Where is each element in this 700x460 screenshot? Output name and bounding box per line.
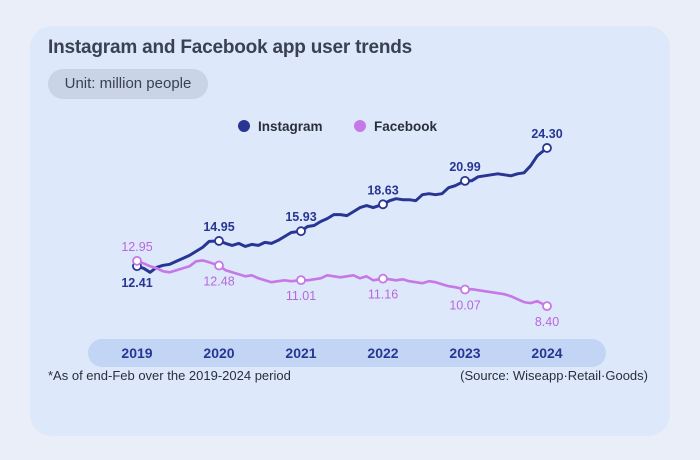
data-point-facebook bbox=[460, 284, 470, 295]
data-point-instagram bbox=[542, 143, 552, 153]
data-point-facebook bbox=[542, 301, 552, 312]
data-label-instagram: 20.99 bbox=[449, 160, 480, 174]
x-tick-label: 2020 bbox=[203, 345, 234, 361]
source-note: (Source: Wiseapp·Retail·Goods) bbox=[460, 368, 648, 383]
footnote: *As of end-Feb over the 2019-2024 period bbox=[48, 368, 291, 383]
data-label-instagram: 12.41 bbox=[121, 276, 152, 290]
data-label-instagram: 18.63 bbox=[367, 183, 398, 197]
data-label-instagram: 14.95 bbox=[203, 220, 234, 234]
chart-title: Instagram and Facebook app user trends bbox=[48, 37, 413, 58]
unit-label: Unit: million people bbox=[48, 69, 208, 99]
x-tick-label: 2019 bbox=[121, 345, 152, 361]
legend-marker-instagram bbox=[238, 120, 250, 132]
legend-label-instagram: Instagram bbox=[258, 118, 323, 134]
year-axis-band bbox=[88, 339, 606, 367]
legend-item-instagram: Instagram bbox=[238, 116, 323, 136]
data-label-instagram: 24.30 bbox=[531, 127, 562, 141]
data-point-instagram bbox=[214, 236, 224, 246]
series-line-facebook bbox=[135, 259, 549, 308]
data-point-instagram bbox=[460, 175, 470, 186]
x-tick-label: 2024 bbox=[531, 345, 562, 361]
legend-label-facebook: Facebook bbox=[374, 118, 438, 134]
data-label-facebook: 10.07 bbox=[449, 299, 480, 313]
data-point-instagram bbox=[296, 226, 306, 237]
data-label-facebook: 12.95 bbox=[121, 240, 152, 254]
data-label-facebook: 12.48 bbox=[203, 275, 234, 289]
x-tick-label: 2021 bbox=[285, 345, 316, 361]
data-label-facebook: 11.16 bbox=[368, 288, 398, 302]
data-point-facebook bbox=[132, 255, 142, 266]
legend: Instagram Facebook bbox=[0, 116, 640, 136]
data-point-facebook bbox=[296, 275, 306, 286]
data-point-facebook bbox=[378, 273, 388, 284]
series-line-instagram bbox=[135, 146, 549, 274]
x-tick-label: 2023 bbox=[449, 345, 480, 361]
data-label-instagram: 15.93 bbox=[285, 210, 316, 224]
legend-item-facebook: Facebook bbox=[354, 116, 437, 136]
data-label-facebook: 8.40 bbox=[535, 315, 559, 329]
legend-marker-facebook bbox=[354, 120, 366, 132]
data-label-facebook: 11.01 bbox=[286, 289, 316, 303]
data-point-instagram bbox=[378, 199, 388, 210]
x-tick-label: 2022 bbox=[367, 345, 398, 361]
data-point-facebook bbox=[214, 260, 224, 271]
